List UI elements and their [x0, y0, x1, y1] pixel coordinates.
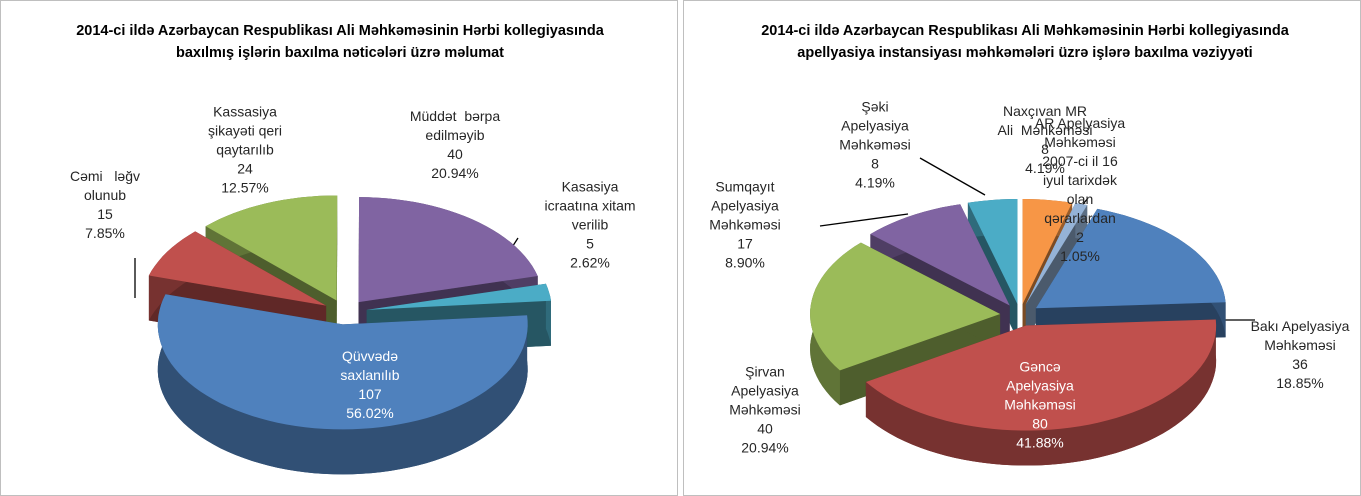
label-text: Şirvan Apelyasiya Məhkəməsi — [729, 363, 801, 418]
slice — [1035, 208, 1226, 309]
slice-wall — [157, 294, 528, 475]
label-text: 24 — [237, 160, 253, 177]
slice — [1022, 199, 1073, 304]
label-text: Şəki Apelyasiya Məhkəməsi — [839, 98, 911, 153]
label-text: 56.02% — [346, 405, 394, 421]
label-text: Qüvvədə saxlanılıb — [340, 348, 400, 383]
slice — [358, 197, 538, 303]
leader-line — [919, 157, 986, 196]
label-text: 20.94% — [431, 165, 479, 181]
slice-wall — [865, 319, 1217, 466]
label-text: 8 — [1041, 141, 1049, 157]
label-text: 80 — [1032, 415, 1048, 432]
slice — [810, 242, 1001, 371]
label-text: 4.19% — [1025, 160, 1065, 176]
slice — [865, 319, 1217, 431]
data-label: Naxçıvan MR Ali Məhkəməsi 8 4.19% — [998, 102, 1093, 178]
label-text: Cəmi ləğv olunub — [69, 168, 141, 203]
label-text: Kassasiya şikayəti qeri qaytarılıb — [208, 103, 282, 158]
data-label: AR Apelyasiya Məhkəməsi 2007-ci il 16 iy… — [1035, 114, 1125, 266]
label-text: 41.88% — [1016, 434, 1064, 451]
label-text: Kasasiya icraatına xitam verilib — [544, 178, 636, 233]
label-text: 1.05% — [1060, 248, 1100, 264]
label-text: Naxçıvan MR Ali Məhkəməsi — [997, 103, 1093, 138]
leader-line — [819, 213, 909, 227]
data-label: Kasasiya icraatına xitam verilib 5 2.62% — [544, 178, 635, 273]
slice — [205, 195, 338, 301]
data-label: Şirvan Apelyasiya Məhkəməsi 40 20.94% — [729, 363, 801, 458]
label-text: Sumqayıt Apelyasiya Məhkəməsi — [709, 178, 781, 233]
slice — [366, 283, 551, 310]
label-text: Bakı Apelyasiya Məhkəməsi — [1250, 318, 1350, 353]
label-text: 17 — [737, 235, 753, 252]
data-label: Cəmi ləğv olunub 15 7.85% — [70, 167, 140, 243]
data-label: Kassasiya şikayəti qeri qaytarılıb 24 12.5… — [208, 103, 282, 198]
slice — [870, 204, 1010, 306]
label-text: 15 — [97, 206, 113, 222]
label-text: 40 — [447, 146, 463, 162]
data-label: Şəki Apelyasiya Məhkəməsi 8 4.19% — [839, 98, 911, 193]
data-label: Bakı Apelyasiya Məhkəməsi 36 18.85% — [1251, 317, 1350, 393]
label-text: 36 — [1292, 356, 1308, 372]
label-text: 2.62% — [570, 254, 610, 271]
label-text: 107 — [358, 386, 382, 402]
label-text: AR Apelyasiya Məhkəməsi 2007-ci il 16 iy… — [1034, 115, 1126, 226]
label-text: 40 — [757, 420, 773, 437]
slice — [148, 231, 327, 306]
data-label: Gəncə Apelyasiya Məhkəməsi 80 41.88% — [1004, 358, 1076, 453]
label-text: 4.19% — [855, 174, 895, 191]
label-text: 2 — [1076, 229, 1084, 245]
label-text: 12.57% — [221, 179, 269, 196]
label-text: 8 — [871, 155, 879, 172]
label-text: Müddət bərpa edilməyib — [409, 108, 501, 143]
slice — [967, 199, 1018, 304]
chart-title: 2014-ci ildə Azərbaycan Respublikası Ali… — [761, 23, 1289, 61]
chart-title: 2014-ci ildə Azərbaycan Respublikası Ali… — [76, 23, 604, 61]
label-text: 18.85% — [1276, 375, 1324, 391]
slice — [1025, 203, 1088, 305]
data-label: Sumqayıt Apelyasiya Məhkəməsi 17 8.90% — [709, 178, 781, 273]
label-text: 5 — [586, 235, 594, 252]
label-text: 20.94% — [741, 439, 789, 456]
label-text: 8.90% — [725, 254, 765, 271]
data-label: Qüvvədə saxlanılıb 107 56.02% — [340, 347, 399, 423]
label-text: Gəncə Apelyasiya Məhkəməsi — [1004, 358, 1076, 413]
slice — [157, 294, 528, 430]
data-label: Müddət bərpa edilməyib 40 20.94% — [410, 107, 500, 183]
label-text: 7.85% — [85, 225, 125, 241]
